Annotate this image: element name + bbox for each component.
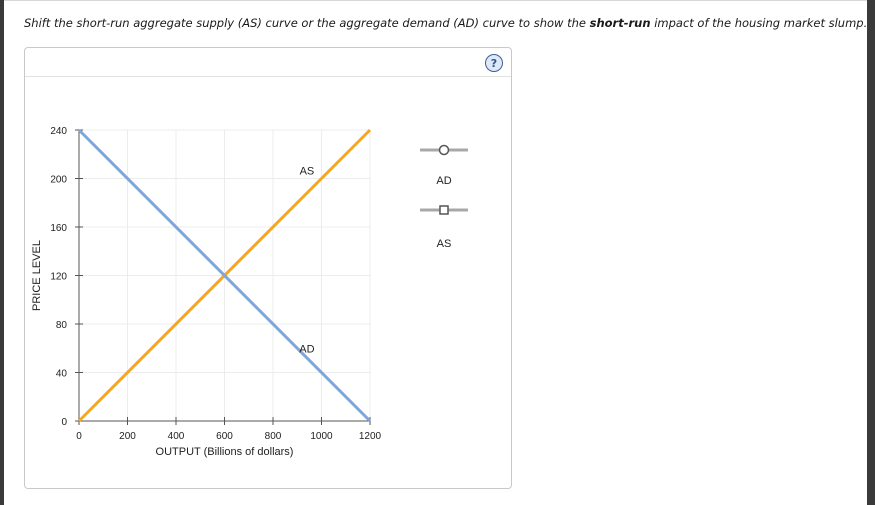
- instruction-text: Shift the short-run aggregate supply (AS…: [24, 16, 867, 30]
- tool-ad[interactable]: AD: [420, 144, 468, 188]
- series[interactable]: AS AD: [77, 128, 372, 423]
- x-tick-label: 400: [168, 431, 185, 442]
- tool-as[interactable]: AS: [420, 205, 468, 250]
- y-tick-label: 200: [50, 175, 67, 186]
- y-tick-label: 160: [50, 223, 67, 234]
- x-tick-label: 0: [76, 431, 82, 442]
- instruction-post: impact of the housing market slump.: [650, 16, 868, 30]
- square-marker-icon: [439, 205, 449, 215]
- window-frame-right: [867, 0, 875, 505]
- tool-ad-label: AD: [436, 175, 451, 187]
- y-tick-label: 80: [56, 320, 68, 331]
- y-tick-label: 240: [50, 126, 67, 137]
- panel-header: [25, 48, 511, 77]
- y-axis-label: PRICE LEVEL: [31, 240, 43, 311]
- series-label-as: AS: [300, 166, 315, 178]
- instruction-pre: Shift the short-run aggregate supply (AS…: [24, 16, 590, 30]
- tool-palette: AD AS: [420, 144, 468, 250]
- y-tick-label: 0: [61, 417, 67, 428]
- ticks: 0 200 400 600 800 1000 1200 0 40 80 120 160 200 240: [50, 126, 381, 442]
- window-frame-left: [0, 0, 4, 505]
- x-axis-label: OUTPUT (Billions of dollars): [156, 446, 294, 458]
- instruction-bold: short-run: [589, 16, 651, 30]
- tool-as-label: AS: [437, 238, 452, 250]
- y-tick-label: 120: [50, 272, 67, 283]
- circle-marker-icon: [438, 144, 450, 156]
- y-tick-label: 40: [56, 369, 68, 380]
- help-icon[interactable]: ?: [485, 54, 503, 72]
- series-label-ad: AD: [299, 343, 314, 355]
- x-tick-label: 1200: [359, 431, 382, 442]
- x-tick-label: 1000: [310, 431, 333, 442]
- graph-panel: ?: [24, 47, 512, 489]
- x-tick-label: 800: [265, 431, 282, 442]
- x-tick-label: 200: [119, 431, 136, 442]
- x-tick-label: 600: [216, 431, 233, 442]
- series-line-ad[interactable]: [77, 128, 372, 423]
- top-divider: [4, 0, 867, 1]
